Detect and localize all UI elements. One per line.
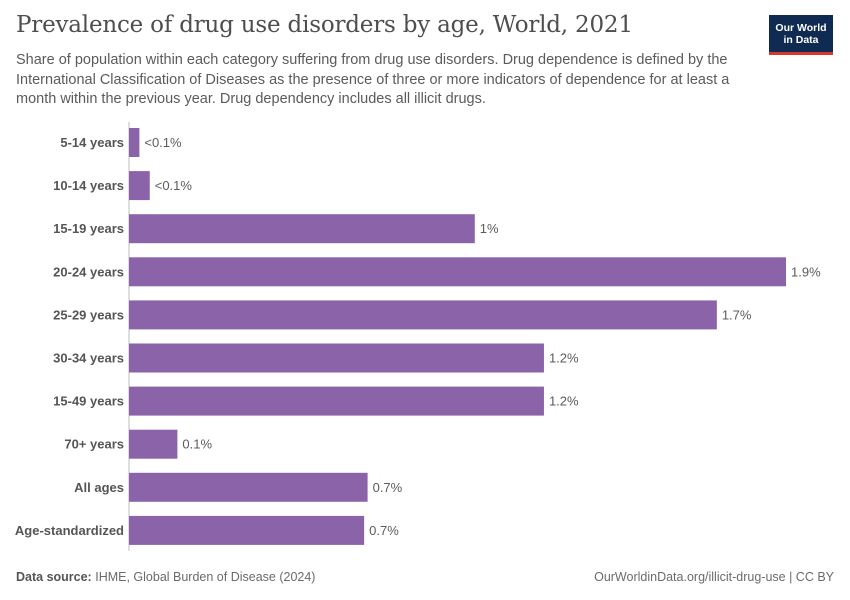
category-label: 15-49 years <box>53 394 124 409</box>
chart-subtitle: Share of population within each category… <box>16 52 730 107</box>
data-source: Data source: IHME, Global Burden of Dise… <box>16 570 315 584</box>
category-label: 30-34 years <box>53 351 124 366</box>
footer-credit[interactable]: OurWorldinData.org/illicit-drug-use | CC… <box>594 570 834 584</box>
owid-logo[interactable]: Our World in Data <box>769 15 833 55</box>
chart-title: Prevalence of drug use disorders by age,… <box>16 12 633 38</box>
category-label: All ages <box>74 480 124 495</box>
category-label: 25-29 years <box>53 307 124 322</box>
bar[interactable] <box>129 171 150 201</box>
category-label: 10-14 years <box>53 178 124 193</box>
data-source-text[interactable]: IHME, Global Burden of Disease (2024) <box>95 570 316 584</box>
value-label: <0.1% <box>155 178 193 193</box>
bar[interactable] <box>129 343 544 373</box>
bar-chart: 5-14 years <0.1% 10-14 years <0.1% 15-19 yea… <box>15 122 821 551</box>
bar[interactable] <box>129 386 544 416</box>
category-label: 5-14 years <box>60 135 124 150</box>
logo-line-2: in Data <box>783 33 819 46</box>
category-label: 15-19 years <box>53 221 124 236</box>
bar[interactable] <box>129 300 717 330</box>
value-label: 0.7% <box>369 523 399 538</box>
category-label: 70+ years <box>64 437 124 452</box>
logo-line-1: Our World <box>775 21 827 34</box>
category-label: 20-24 years <box>53 264 124 279</box>
value-label: 1.2% <box>549 351 579 366</box>
bar[interactable] <box>129 515 365 545</box>
value-label: <0.1% <box>144 135 182 150</box>
bar[interactable] <box>129 257 786 287</box>
value-label: 1% <box>480 221 499 236</box>
value-label: 1.9% <box>791 264 821 279</box>
value-label: 1.7% <box>722 307 752 322</box>
bar[interactable] <box>129 429 178 459</box>
bar[interactable] <box>129 214 475 244</box>
value-label: 0.7% <box>373 480 403 495</box>
data-source-label: Data source: <box>16 570 92 584</box>
bar[interactable] <box>129 128 140 157</box>
value-label: 0.1% <box>182 437 212 452</box>
value-label: 1.2% <box>549 394 579 409</box>
category-label: Age-standardized <box>15 523 124 538</box>
bar[interactable] <box>129 472 368 502</box>
